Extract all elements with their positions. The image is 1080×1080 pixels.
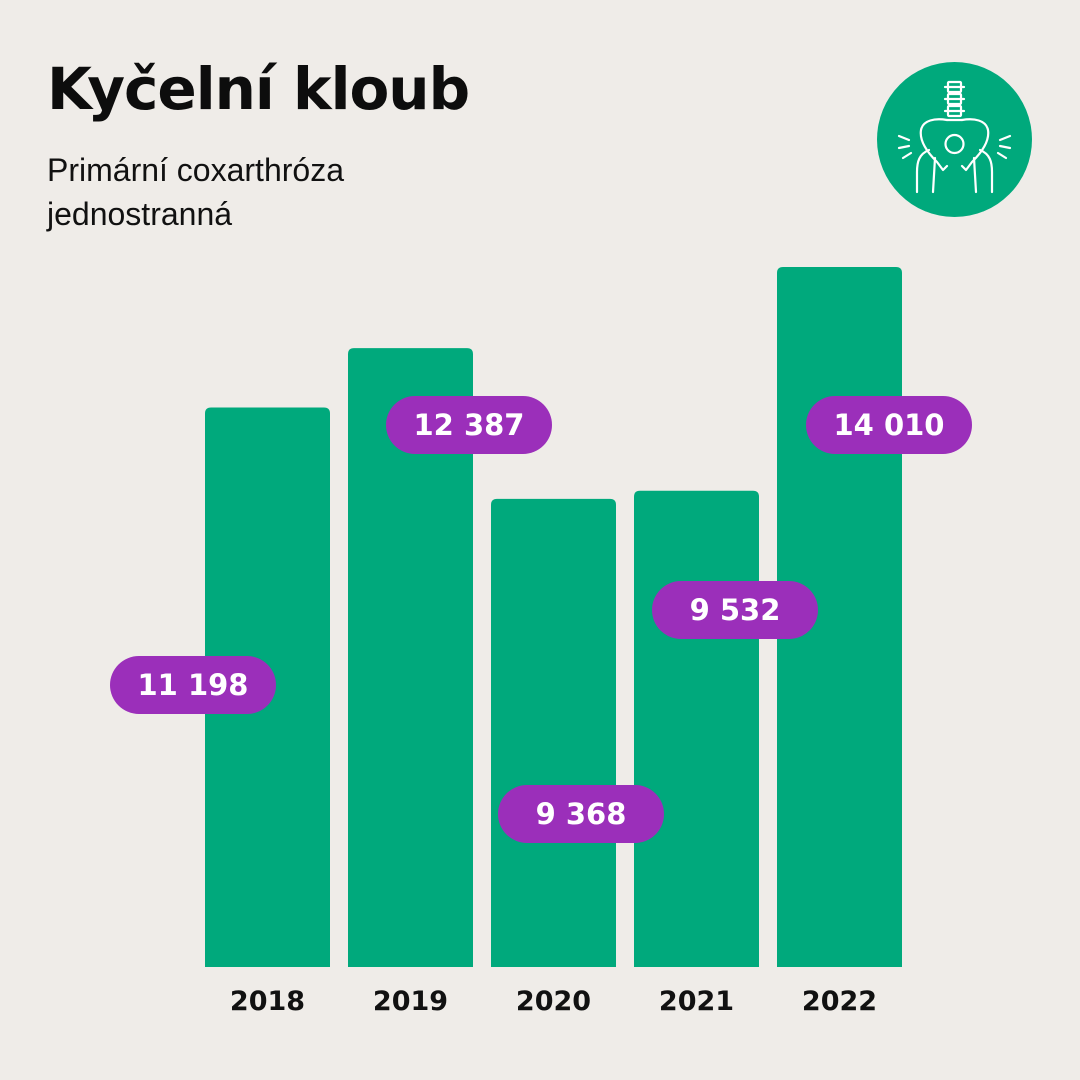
bar-2019 bbox=[348, 348, 473, 968]
data-label-pill: 9 532 bbox=[652, 581, 818, 639]
data-label: 9 368 bbox=[536, 797, 627, 831]
data-label-pill: 14 010 bbox=[806, 396, 972, 454]
data-label-background bbox=[806, 396, 972, 454]
subtitle-line-2: jednostranná bbox=[47, 196, 233, 232]
x-tick-label: 2022 bbox=[802, 986, 877, 1017]
x-tick-label: 2021 bbox=[659, 986, 734, 1017]
data-label-background bbox=[110, 656, 276, 714]
data-label: 14 010 bbox=[834, 408, 945, 442]
data-label: 9 532 bbox=[690, 593, 781, 627]
chart-subtitle: Primární coxarthróza jednostranná bbox=[47, 148, 344, 236]
data-label-pill: 12 387 bbox=[386, 396, 552, 454]
data-label-background bbox=[652, 581, 818, 639]
bar-2020 bbox=[491, 498, 616, 967]
x-tick-label: 2020 bbox=[516, 986, 591, 1017]
data-label-background bbox=[498, 785, 664, 843]
chart-title: Kyčelní kloub bbox=[47, 55, 470, 123]
data-label-background bbox=[386, 396, 552, 454]
x-tick-label: 2018 bbox=[230, 986, 305, 1017]
x-tick-label: 2019 bbox=[373, 986, 448, 1017]
data-label-pill: 11 198 bbox=[110, 656, 276, 714]
subtitle-line-1: Primární coxarthróza bbox=[47, 152, 344, 188]
hip-joint-icon-graphic bbox=[877, 62, 1032, 217]
data-label: 12 387 bbox=[414, 408, 525, 442]
data-label-pill: 9 368 bbox=[498, 785, 664, 843]
bar-2021 bbox=[634, 490, 759, 967]
hip-joint-icon bbox=[877, 62, 1032, 217]
data-label: 11 198 bbox=[138, 668, 249, 702]
